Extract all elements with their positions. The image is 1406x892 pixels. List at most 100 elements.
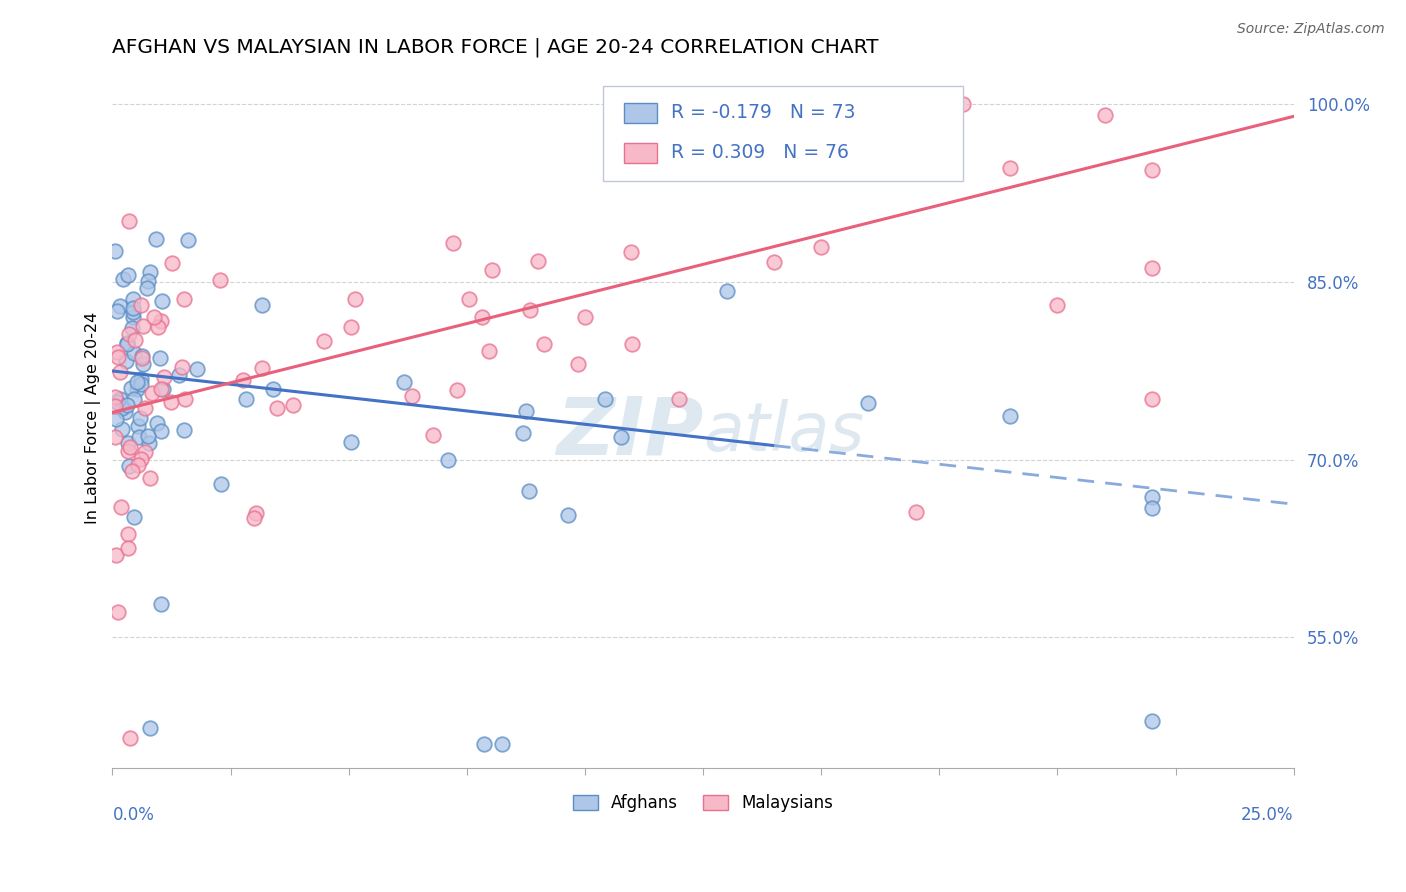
Text: 0.0%: 0.0% bbox=[112, 806, 155, 824]
Point bbox=[235, 392, 257, 406]
Point bbox=[129, 410, 152, 425]
Point bbox=[401, 389, 423, 403]
Point bbox=[1140, 501, 1163, 516]
Point bbox=[457, 292, 479, 306]
Text: R = -0.179   N = 73: R = -0.179 N = 73 bbox=[671, 103, 856, 122]
Point bbox=[128, 430, 150, 444]
Point bbox=[266, 401, 288, 416]
Point bbox=[134, 445, 156, 459]
Point bbox=[145, 231, 167, 245]
Point bbox=[245, 506, 267, 520]
Point bbox=[121, 321, 143, 335]
Point bbox=[517, 484, 540, 499]
Point bbox=[120, 731, 142, 746]
Point bbox=[115, 337, 138, 351]
Point bbox=[232, 373, 254, 387]
Point bbox=[127, 458, 149, 472]
Point bbox=[209, 273, 232, 287]
Point bbox=[108, 392, 131, 407]
FancyBboxPatch shape bbox=[603, 87, 963, 181]
Point bbox=[112, 272, 135, 286]
Point bbox=[858, 132, 880, 146]
Point bbox=[160, 256, 183, 270]
Point bbox=[149, 351, 172, 365]
Point bbox=[138, 436, 160, 450]
Point bbox=[392, 375, 415, 389]
Point bbox=[104, 390, 127, 404]
Point bbox=[481, 262, 503, 277]
Point bbox=[122, 510, 145, 524]
Point bbox=[118, 214, 141, 228]
Point bbox=[131, 351, 153, 365]
Text: R = 0.309   N = 76: R = 0.309 N = 76 bbox=[671, 144, 849, 162]
Point bbox=[609, 430, 631, 444]
Point bbox=[105, 411, 128, 425]
Point bbox=[211, 477, 233, 491]
Point bbox=[122, 392, 145, 406]
Point bbox=[174, 392, 197, 407]
Point bbox=[129, 452, 152, 467]
Point bbox=[121, 301, 143, 315]
Point bbox=[437, 453, 460, 467]
Point bbox=[858, 395, 880, 409]
Point bbox=[1140, 162, 1163, 177]
Point bbox=[250, 298, 273, 312]
Legend: Afghans, Malaysians: Afghans, Malaysians bbox=[567, 788, 839, 819]
Point bbox=[1046, 298, 1069, 312]
Point bbox=[104, 430, 127, 444]
Point bbox=[127, 382, 149, 396]
Point bbox=[526, 254, 548, 268]
FancyBboxPatch shape bbox=[624, 143, 657, 162]
Point bbox=[111, 401, 134, 416]
Point bbox=[1140, 392, 1163, 406]
Point bbox=[471, 310, 494, 325]
Point bbox=[139, 721, 162, 735]
Point bbox=[111, 422, 134, 436]
Point bbox=[117, 526, 139, 541]
Point bbox=[593, 392, 616, 406]
Point bbox=[115, 335, 138, 350]
Point bbox=[117, 268, 139, 283]
Point bbox=[136, 429, 159, 443]
Point bbox=[314, 334, 336, 348]
Point bbox=[129, 371, 152, 385]
Point bbox=[491, 737, 513, 751]
Point bbox=[252, 361, 274, 376]
Text: ZIP: ZIP bbox=[555, 393, 703, 471]
Point bbox=[120, 381, 142, 395]
Point bbox=[149, 314, 172, 328]
Point bbox=[127, 376, 149, 390]
Point bbox=[117, 326, 139, 341]
Point bbox=[762, 255, 785, 269]
Point bbox=[1140, 490, 1163, 504]
Point bbox=[107, 350, 129, 364]
Point bbox=[134, 401, 156, 415]
Point bbox=[108, 299, 131, 313]
Point bbox=[131, 349, 153, 363]
Point bbox=[478, 343, 501, 358]
Point bbox=[117, 436, 139, 450]
Point bbox=[262, 382, 284, 396]
Point bbox=[105, 548, 128, 562]
Text: Source: ZipAtlas.com: Source: ZipAtlas.com bbox=[1237, 22, 1385, 37]
Point bbox=[143, 310, 166, 324]
Point bbox=[172, 359, 194, 374]
Point bbox=[127, 419, 149, 434]
Point bbox=[104, 244, 127, 258]
Point bbox=[150, 293, 173, 308]
Point bbox=[1140, 261, 1163, 276]
Point bbox=[167, 368, 190, 383]
Point bbox=[810, 240, 832, 254]
Point bbox=[512, 425, 534, 440]
Point bbox=[160, 395, 183, 409]
Point bbox=[107, 606, 129, 620]
Point bbox=[441, 235, 464, 250]
Point bbox=[117, 444, 139, 458]
Point bbox=[177, 233, 200, 247]
Point bbox=[472, 737, 495, 751]
Point bbox=[131, 357, 153, 371]
Point bbox=[567, 357, 589, 371]
Point bbox=[139, 470, 162, 484]
Point bbox=[117, 541, 139, 555]
Point bbox=[1140, 714, 1163, 728]
